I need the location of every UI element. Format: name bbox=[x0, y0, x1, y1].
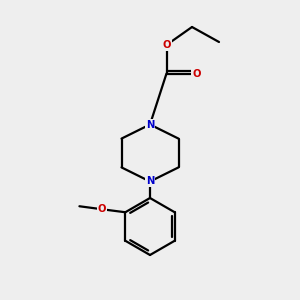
Text: O: O bbox=[162, 40, 171, 50]
Text: N: N bbox=[146, 176, 154, 187]
Text: N: N bbox=[146, 119, 154, 130]
Text: O: O bbox=[192, 69, 201, 79]
Text: O: O bbox=[98, 204, 106, 214]
